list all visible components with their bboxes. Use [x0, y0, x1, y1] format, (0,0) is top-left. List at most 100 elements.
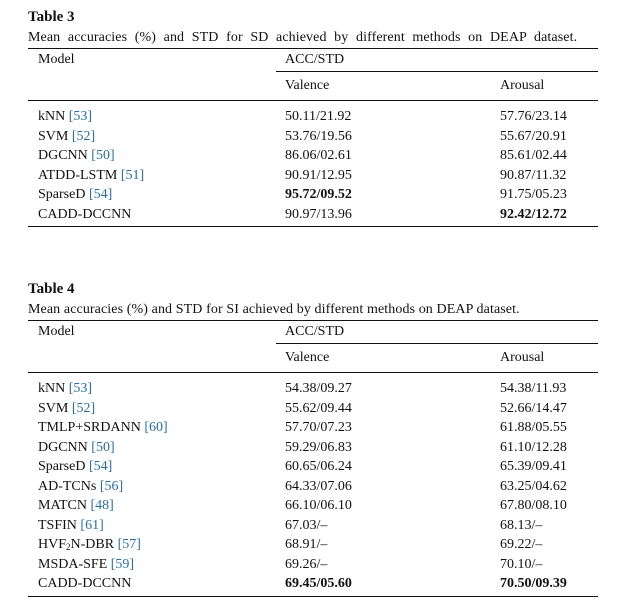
- citation-link[interactable]: [48]: [90, 498, 114, 513]
- header-valence: Valence: [285, 78, 330, 93]
- cell-model: TSFIN [61]: [38, 516, 104, 536]
- cell-model: kNN [53]: [38, 379, 92, 399]
- citation-link[interactable]: [57]: [117, 537, 141, 552]
- citation-link[interactable]: [51]: [120, 167, 145, 183]
- table-row: DGCNN [50] 59.29/06.83 61.10/12.28: [28, 438, 598, 458]
- table-label: Table 4: [28, 281, 75, 297]
- model-suffix: N-DBR: [70, 537, 115, 552]
- model-name: TMLP+SRDANN: [38, 420, 141, 435]
- model-name: SVM: [38, 400, 69, 416]
- citation-link[interactable]: [50]: [91, 148, 115, 163]
- header-group: ACC/STD: [285, 324, 345, 339]
- cell-model: SparseD [54]: [38, 457, 112, 477]
- cell-arousal: 67.80/08.10: [500, 498, 567, 513]
- cell-model: MSDA-SFE [59]: [38, 555, 134, 575]
- model-name: SparseD: [38, 459, 86, 474]
- table-row: AD-TCNs [56] 64.33/07.06 63.25/04.62: [28, 477, 598, 497]
- header-arousal: Arousal: [500, 350, 545, 365]
- citation-link[interactable]: [60]: [144, 420, 168, 435]
- model-name: MSDA-SFE: [38, 556, 108, 572]
- citation-link[interactable]: [50]: [91, 439, 115, 455]
- model-name: SparseD: [38, 187, 86, 202]
- cell-arousal: 63.25/04.62: [500, 478, 567, 494]
- cell-model: MATCN [48]: [38, 496, 114, 516]
- group-rule: [276, 71, 598, 72]
- citation-link[interactable]: [59]: [110, 556, 135, 572]
- model-name: ATDD-LSTM: [38, 167, 118, 183]
- cell-valence: 60.65/06.24: [285, 459, 352, 474]
- cell-model: CADD-DCCNN: [38, 574, 131, 594]
- bottom-rule: [28, 226, 598, 227]
- header-rule: [28, 100, 598, 101]
- cell-model: SparseD [54]: [38, 185, 112, 205]
- cell-valence: 90.97/13.96: [285, 206, 352, 222]
- table-row: MSDA-SFE [59] 69.26/– 70.10/–: [28, 555, 598, 575]
- citation-link[interactable]: [53]: [68, 381, 93, 396]
- model-name: HVF: [38, 537, 67, 552]
- table-row: CADD-DCCNN 90.97/13.96 92.42/12.72: [28, 205, 598, 225]
- cell-model: TMLP+SRDANN [60]: [38, 418, 168, 438]
- table-row: MATCN [48] 66.10/06.10 67.80/08.10: [28, 496, 598, 516]
- cell-model: AD-TCNs [56]: [38, 477, 123, 497]
- table-row: CADD-DCCNN 69.45/05.60 70.50/09.39: [28, 574, 598, 594]
- cell-valence: 55.62/09.44: [285, 400, 352, 416]
- cell-arousal: 65.39/09.41: [500, 459, 567, 474]
- citation-link[interactable]: [52]: [71, 128, 96, 144]
- cell-arousal: 70.50/09.39: [500, 576, 567, 591]
- header-row: Model ACC/STD: [28, 321, 598, 343]
- table-row: kNN [53] 54.38/09.27 54.38/11.93: [28, 379, 598, 399]
- cell-valence: 57.70/07.23: [285, 420, 352, 435]
- cell-valence: 66.10/06.10: [285, 498, 352, 513]
- cell-valence: 68.91/–: [285, 537, 328, 552]
- table-row: ATDD-LSTM [51] 90.91/12.95 90.87/11.32: [28, 166, 598, 186]
- cell-valence: 95.72/09.52: [285, 187, 352, 202]
- cell-model: DGCNN [50]: [38, 438, 115, 458]
- cell-arousal: 90.87/11.32: [500, 167, 567, 183]
- model-name: MATCN: [38, 498, 88, 513]
- cell-valence: 90.91/12.95: [285, 167, 352, 183]
- citation-link[interactable]: [54]: [88, 459, 113, 474]
- cell-valence: 64.33/07.06: [285, 478, 352, 494]
- model-name: DGCNN: [38, 148, 88, 163]
- cell-valence: 69.45/05.60: [285, 576, 352, 591]
- cell-model: ATDD-LSTM [51]: [38, 166, 144, 186]
- cell-arousal: 91.75/05.23: [500, 187, 567, 202]
- header-arousal: Arousal: [500, 78, 545, 93]
- table-body: kNN [53] 54.38/09.27 54.38/11.93 SVM [52] 55…: [28, 379, 598, 594]
- cell-arousal: 54.38/11.93: [500, 381, 567, 396]
- model-name: AD-TCNs: [38, 478, 97, 494]
- header-rule: [28, 372, 598, 373]
- bottom-rule: [28, 595, 598, 597]
- table-caption: Mean accuracies (%) and STD for SI achie…: [28, 302, 520, 317]
- cell-arousal: 85.61/02.44: [500, 148, 567, 163]
- model-name: CADD-DCCNN: [38, 206, 132, 222]
- cell-model: DGCNN [50]: [38, 146, 115, 166]
- cell-arousal: 57.76/23.14: [500, 109, 567, 124]
- citation-link[interactable]: [52]: [71, 400, 96, 416]
- model-name: kNN: [38, 381, 66, 396]
- cell-valence: 67.03/–: [285, 517, 328, 533]
- table-row: SparseD [54] 95.72/09.52 91.75/05.23: [28, 185, 598, 205]
- cell-arousal: 61.88/05.55: [500, 420, 567, 435]
- citation-link[interactable]: [56]: [99, 478, 124, 494]
- table-4: Table 4 Mean accuracies (%) and STD for …: [28, 280, 598, 597]
- header-model: Model: [38, 324, 75, 339]
- cell-arousal: 70.10/–: [500, 556, 543, 572]
- citation-link[interactable]: [53]: [68, 109, 93, 124]
- table-row: SVM [52] 55.62/09.44 52.66/14.47: [28, 399, 598, 419]
- cell-arousal: 69.22/–: [500, 537, 543, 552]
- subheader-row: Valence Arousal: [28, 344, 598, 372]
- header-valence: Valence: [285, 350, 330, 365]
- cell-arousal: 68.13/–: [500, 517, 543, 533]
- model-name: kNN: [38, 109, 66, 124]
- cell-arousal: 92.42/12.72: [500, 206, 567, 222]
- top-rule: [28, 320, 598, 321]
- cell-arousal: 61.10/12.28: [500, 439, 567, 455]
- cell-valence: 69.26/–: [285, 556, 328, 572]
- table-row: SparseD [54] 60.65/06.24 65.39/09.41: [28, 457, 598, 477]
- citation-link[interactable]: [61]: [80, 517, 104, 533]
- cell-model: HVF2N-DBR [57]: [38, 535, 141, 555]
- model-name: SVM: [38, 128, 69, 144]
- cell-model: SVM [52]: [38, 127, 95, 147]
- citation-link[interactable]: [54]: [88, 187, 113, 202]
